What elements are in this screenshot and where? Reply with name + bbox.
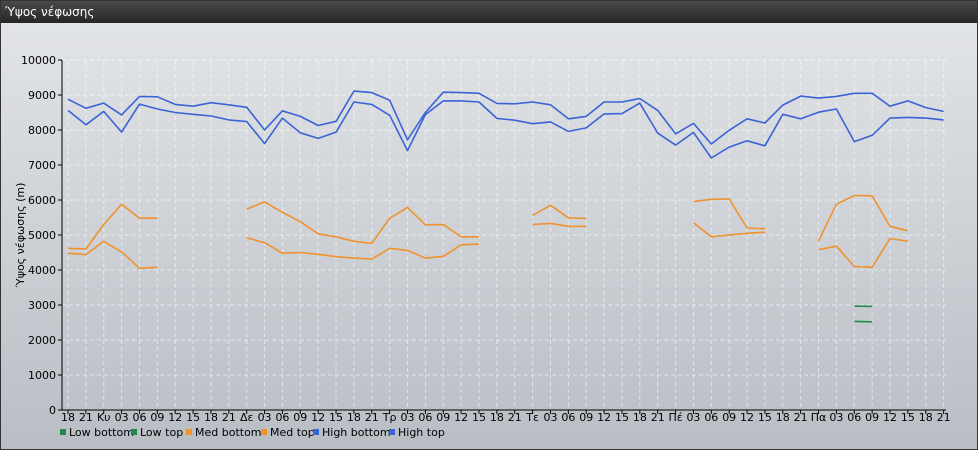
- x-tick-label: 03: [401, 411, 415, 424]
- x-tick-label: 12: [168, 411, 182, 424]
- legend-label: Med top: [270, 426, 315, 439]
- x-tick-label: 21: [365, 411, 379, 424]
- x-tick-label: 09: [722, 411, 736, 424]
- legend-label: High bottom: [322, 426, 391, 439]
- y-tick-label: 10000: [21, 54, 56, 67]
- x-tick-label: 12: [454, 411, 468, 424]
- legend: Low bottom Low top Med bottom Med top High b…: [60, 426, 445, 439]
- x-tick-label: 21: [651, 411, 665, 424]
- x-tick-label: 03: [115, 411, 129, 424]
- legend-label: Low bottom: [69, 426, 134, 439]
- legend-swatch: [60, 429, 66, 435]
- x-tick-label: 06: [418, 411, 432, 424]
- x-tick-label: 18: [61, 411, 75, 424]
- window-title: Ύψος νέφωσης: [1, 1, 977, 23]
- series-line-high-bottom: [67, 100, 944, 159]
- x-tick-label: 21: [508, 411, 522, 424]
- x-tick-label: 12: [740, 411, 754, 424]
- x-tick-label: Πα: [811, 411, 827, 424]
- x-tick-label: 12: [883, 411, 897, 424]
- x-tick-label: 15: [186, 411, 200, 424]
- x-tick-label: 09: [150, 411, 164, 424]
- series-line-med-top: [67, 194, 909, 250]
- legend-swatch: [313, 429, 319, 435]
- y-tick-label: 8000: [28, 124, 56, 137]
- x-tick-label: Δε: [240, 411, 254, 424]
- x-tick-label: 21: [794, 411, 808, 424]
- x-tick-label: 06: [704, 411, 718, 424]
- x-tick-label: 03: [258, 411, 272, 424]
- x-tick-label: 09: [293, 411, 307, 424]
- x-tick-label: Κυ: [97, 411, 111, 424]
- x-tick-label: 06: [561, 411, 575, 424]
- x-tick-label: Πέ: [668, 411, 682, 424]
- y-tick-label: 4000: [28, 264, 56, 277]
- x-tick-label: Τρ: [382, 411, 397, 424]
- x-tick-label: 15: [329, 411, 343, 424]
- y-tick-label: 2000: [28, 334, 56, 347]
- x-tick-label: 03: [686, 411, 700, 424]
- x-tick-label: 06: [132, 411, 146, 424]
- x-tick-label: 09: [579, 411, 593, 424]
- x-tick-label: 03: [829, 411, 843, 424]
- x-tick-label: 18: [776, 411, 790, 424]
- x-tick-label: 12: [311, 411, 325, 424]
- legend-label: Low top: [140, 426, 183, 439]
- x-tick-label: 03: [543, 411, 557, 424]
- y-tick-label: 5000: [28, 229, 56, 242]
- series-lines: [67, 90, 944, 323]
- legend-swatch: [131, 429, 137, 435]
- x-tick-label: 15: [615, 411, 629, 424]
- x-tick-label: 18: [204, 411, 218, 424]
- y-tick-label: 1000: [28, 369, 56, 382]
- x-tick-label: 09: [865, 411, 879, 424]
- x-tick-label: 09: [436, 411, 450, 424]
- x-tick-label: 06: [847, 411, 861, 424]
- y-tick-label: 3000: [28, 299, 56, 312]
- x-tick-label: 15: [758, 411, 772, 424]
- legend-swatch: [389, 429, 395, 435]
- legend-swatch: [261, 429, 267, 435]
- x-tick-label: Τε: [525, 411, 539, 424]
- series-line-med-bottom: [67, 222, 909, 270]
- x-tick-label: 06: [275, 411, 289, 424]
- x-tick-label: 21: [79, 411, 93, 424]
- x-tick-label: 12: [597, 411, 611, 424]
- x-tick-label: 15: [901, 411, 915, 424]
- legend-label: High top: [398, 426, 445, 439]
- x-tick-label: 15: [472, 411, 486, 424]
- y-tick-label: 7000: [28, 159, 56, 172]
- series-line-high-top: [67, 90, 944, 145]
- y-tick-label: 9000: [28, 89, 56, 102]
- x-tick-label: 18: [347, 411, 361, 424]
- grid: [62, 59, 946, 410]
- x-tick-label: 18: [633, 411, 647, 424]
- y-tick-label: 6000: [28, 194, 56, 207]
- x-tick-label: 21: [937, 411, 951, 424]
- legend-swatch: [186, 429, 192, 435]
- x-tick-label: 18: [490, 411, 504, 424]
- y-axis-ticks: 0 1000 2000 3000 4000 5000 6000 7000 8000 9000 100…: [21, 54, 62, 417]
- x-axis-ticks: 18 21 Κυ 03 06 09 12 15 18 21 Δε 03 06 09 12 15 18 21 Τρ 03…: [61, 410, 951, 424]
- y-axis-label: Ύψος νέφωσης (m): [14, 183, 27, 289]
- y-tick-label: 0: [49, 404, 56, 417]
- legend-label: Med bottom: [195, 426, 262, 439]
- x-tick-label: 18: [919, 411, 933, 424]
- x-tick-label: 21: [222, 411, 236, 424]
